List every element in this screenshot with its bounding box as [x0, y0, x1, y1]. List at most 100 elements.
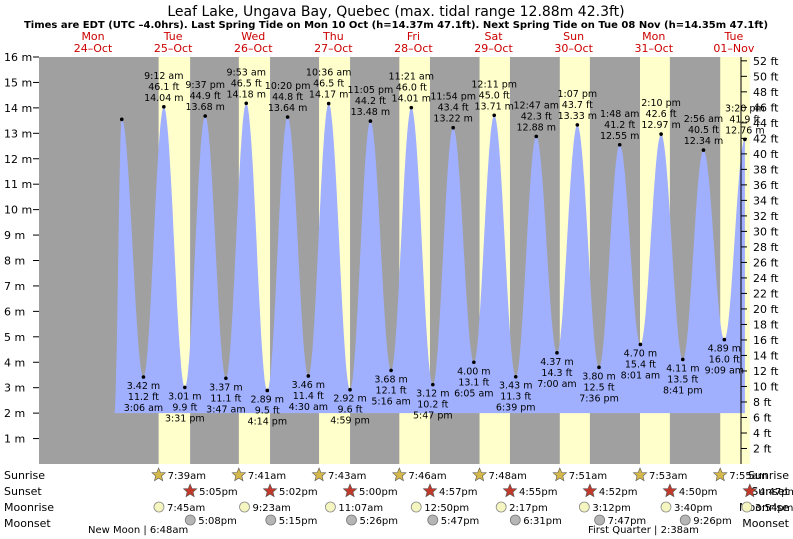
tide-point	[224, 376, 228, 381]
tide-point	[513, 374, 518, 379]
tide-high-label: 12.88 m	[517, 122, 556, 133]
tide-high-label: 13.48 m	[351, 107, 390, 118]
moonset-icon	[184, 514, 196, 526]
tide-high-label: 13.64 m	[268, 103, 307, 114]
moonset-icon	[594, 514, 606, 526]
day-label-date: 27–Oct	[314, 42, 353, 55]
tide-high-label: 46.5 ft	[231, 78, 262, 89]
tide-low-label: 11.1 ft	[210, 393, 241, 404]
tide-low-label: 10.2 ft	[417, 400, 448, 411]
tide-low-label: 16.0 ft	[709, 355, 740, 366]
tide-low-label: 11.4 ft	[293, 391, 324, 402]
tide-point	[451, 125, 455, 130]
sunset-icon	[422, 483, 438, 498]
tide-low-label: 4.70 m	[624, 348, 657, 359]
sunrise-time: 7:55am	[729, 471, 767, 482]
tide-high-label: 9:12 am	[144, 71, 183, 82]
sunrise-time: 7:46am	[408, 471, 446, 482]
tide-low-label: 13.5 ft	[667, 374, 698, 385]
tide-low-label: 3.42 m	[127, 381, 160, 392]
day-label-dow: Tue	[723, 30, 743, 43]
y-axes: 1 m 2 m 3 m 4 m 5 m 6 m 7 m 8 m 9 m 10 m 11 m 12 m 1…	[0, 51, 779, 466]
tide-low-label: 6:39 pm	[496, 403, 536, 414]
tide-curve	[114, 103, 745, 414]
y-tick-m: 16 m	[4, 51, 32, 64]
y-tick-m: 12 m	[4, 153, 32, 166]
day-label-date: 31–Oct	[634, 42, 673, 55]
sunrise-row-label: Sunrise	[4, 469, 45, 482]
moonrise-icon	[578, 501, 590, 513]
y-tick-m: 8 m	[4, 255, 25, 268]
sunset-icon	[262, 483, 278, 498]
sunrise-icon	[472, 467, 487, 482]
tide-point	[183, 385, 187, 390]
tide-low-label: 3:47 am	[206, 404, 245, 415]
sunrise-icon	[231, 467, 247, 482]
y-tick-ft: 40 ft	[753, 148, 779, 161]
tide-high-label: 12.76 m	[725, 125, 764, 136]
sunrise-icon	[552, 467, 568, 482]
day-label-date: 26–Oct	[234, 42, 273, 55]
tide-low-label: 9.9 ft	[172, 402, 197, 413]
tide-point	[743, 137, 747, 142]
tide-high-label: 1:07 pm	[558, 89, 598, 100]
moonset-time: 5:26pm	[359, 516, 398, 527]
tide-low-label: 3:06 am	[124, 403, 163, 414]
tide-low-label: 14.3 ft	[541, 368, 572, 379]
tide-point	[162, 105, 166, 109]
sunrise-icon	[391, 467, 407, 482]
day-label-dow: Sat	[485, 30, 504, 43]
y-tick-ft: 38 ft	[753, 163, 779, 176]
day-label-date: 25–Oct	[154, 42, 193, 55]
y-tick-m: 2 m	[4, 407, 25, 420]
day-label-dow: Tue	[163, 30, 183, 43]
tide-low-label: 3.68 m	[374, 374, 407, 385]
tide-high-label: 12.97 m	[641, 120, 680, 131]
moonrise-row-label: Moonrise	[4, 501, 54, 514]
tide-point	[617, 142, 622, 147]
tide-high-label: 46.0 ft	[396, 83, 427, 94]
y-tick-m: 6 m	[4, 305, 25, 318]
tide-high-label: 12:47 am	[514, 100, 559, 111]
tide-high-label: 46.1 ft	[148, 82, 179, 93]
tide-low-label: 3.12 m	[416, 389, 449, 400]
tide-point	[326, 101, 331, 106]
tide-low-label: 3.01 m	[168, 391, 201, 402]
sunset-icon	[742, 483, 758, 498]
tide-high-label: 13.71 m	[474, 101, 513, 112]
tide-low-label: 8:01 am	[621, 370, 660, 381]
sunset-icon	[342, 483, 358, 498]
moonset-icon	[509, 514, 521, 526]
tide-low-label: 9.6 ft	[338, 405, 363, 416]
moonrise-row-label-right: Moonrise	[739, 501, 789, 514]
tide-point	[119, 117, 124, 122]
tide-high-label: 41.2 ft	[604, 120, 635, 131]
moonset-time: 5:15pm	[279, 516, 318, 527]
day-label-date: 29–Oct	[474, 42, 513, 55]
y-tick-m: 14 m	[4, 102, 32, 115]
y-tick-ft: 52 ft	[753, 55, 779, 68]
tide-low-label: 9:09 am	[705, 366, 744, 377]
tide-point	[638, 342, 643, 347]
moonrise-time: 3:12pm	[592, 503, 631, 514]
day-label-dow: Fri	[407, 30, 420, 43]
moonrise-icon	[325, 501, 336, 513]
moonrise-time: 2:17pm	[509, 503, 548, 514]
row-labels: Sunrise Sunset Moonrise Moonset Sunrise …	[4, 469, 790, 530]
sunrise-time: 7:43am	[328, 471, 366, 482]
y-tick-ft: 26 ft	[753, 256, 779, 269]
tide-point	[431, 382, 435, 387]
y-tick-ft: 6 ft	[753, 411, 772, 424]
moonset-row-label-right: Moonset	[742, 517, 789, 530]
tide-high-label: 14.17 m	[309, 90, 348, 101]
sunrise-time: 7:51am	[569, 471, 607, 482]
y-tick-m: 10 m	[4, 204, 32, 217]
y-tick-m: 7 m	[4, 280, 25, 293]
sunset-icon	[662, 483, 678, 498]
y-tick-m: 9 m	[4, 229, 25, 242]
tide-high-label: 43.4 ft	[438, 103, 469, 114]
tide-high-label: 41.9 ft	[729, 114, 760, 125]
tide-point	[368, 119, 373, 123]
tide-high-label: 44.8 ft	[272, 92, 303, 103]
